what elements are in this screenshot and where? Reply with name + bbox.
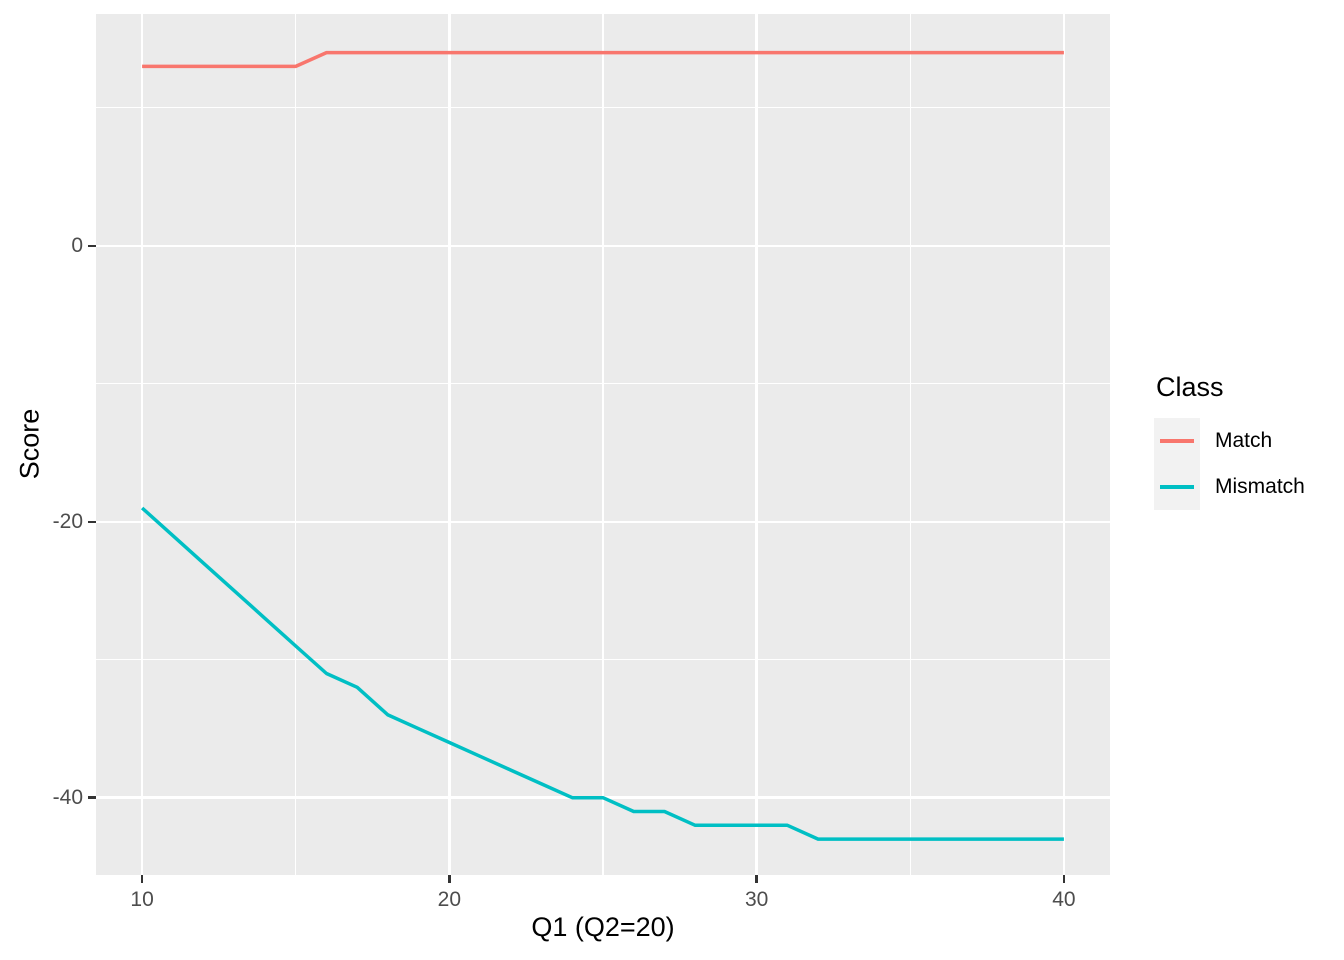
mismatch-line [140, 506, 1064, 841]
mismatch-line-swatch [1160, 485, 1194, 489]
plot-panel [96, 14, 1110, 875]
x-minor-gridline [602, 14, 604, 875]
y-tick-label: -40 [52, 785, 83, 809]
y-minor-gridline [96, 659, 1110, 661]
x-tick-label: 10 [130, 888, 154, 911]
x-minor-gridline [295, 14, 297, 875]
legend-key-mismatch [1154, 464, 1200, 510]
x-major-gridline [448, 14, 451, 875]
x-tick-mark [755, 875, 758, 883]
y-tick-label: -20 [52, 509, 83, 533]
series-lines [140, 50, 1064, 841]
x-tick-mark [140, 875, 144, 883]
legend-label-mismatch: Mismatch [1215, 475, 1305, 498]
match-line [142, 50, 1064, 69]
x-tick-mark [1062, 875, 1066, 883]
x-tick-label: 40 [1052, 888, 1076, 911]
x-axis-title: Q1 (Q2=20) [531, 912, 675, 942]
x-major-gridline [140, 14, 144, 875]
x-tick-label: 20 [437, 888, 462, 911]
legend-item-mismatch: Mismatch [1154, 464, 1305, 510]
legend-item-match: Match [1154, 418, 1305, 464]
y-tick-mark [88, 520, 96, 524]
x-major-gridline [1062, 14, 1066, 875]
y-tick-mark [88, 796, 96, 799]
x-major-gridline [755, 14, 758, 875]
y-tick-label: 0 [71, 233, 83, 257]
match-line-swatch [1160, 439, 1194, 443]
y-minor-gridline [96, 383, 1110, 385]
y-minor-gridline [96, 107, 1110, 109]
legend-label-match: Match [1215, 429, 1273, 452]
x-minor-gridline [909, 14, 911, 875]
legend: Class Match Mismatch [1154, 372, 1305, 510]
legend-key-match [1154, 418, 1200, 464]
x-tick-mark [448, 875, 451, 883]
y-major-gridline [96, 244, 1110, 248]
legend-title: Class [1156, 372, 1224, 402]
y-major-gridline [96, 520, 1110, 524]
y-axis-title-text: Score [14, 408, 45, 480]
x-tick-label: 30 [744, 888, 769, 911]
y-tick-mark [88, 244, 96, 248]
